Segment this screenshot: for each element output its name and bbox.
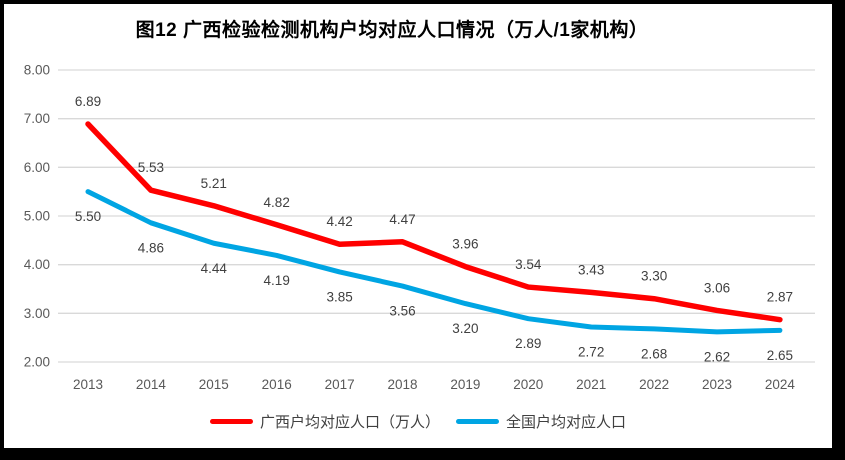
x-axis-tick-label: 2023 bbox=[702, 377, 732, 392]
data-label: 2.87 bbox=[767, 290, 793, 305]
data-label: 2.89 bbox=[515, 336, 541, 351]
x-axis-tick-label: 2024 bbox=[765, 377, 796, 392]
legend-label-guangxi: 广西户均对应人口（万人） bbox=[259, 414, 440, 431]
x-axis-tick-label: 2022 bbox=[639, 377, 669, 392]
series-line-1 bbox=[85, 189, 783, 335]
data-label: 3.85 bbox=[326, 289, 352, 304]
line-chart: 8.00 7.00 6.00 5.00 4.00 3.00 2.00 2013 2014 2015… bbox=[24, 63, 815, 392]
y-axis-tick-label: 2.00 bbox=[24, 355, 50, 370]
series-line-0 bbox=[85, 121, 783, 323]
x-axis-tick-label: 2017 bbox=[325, 377, 355, 392]
data-label: 5.53 bbox=[138, 160, 164, 175]
data-label: 3.06 bbox=[704, 280, 730, 295]
y-axis-tick-label: 4.00 bbox=[24, 257, 50, 272]
legend-swatch-national bbox=[456, 419, 499, 424]
x-axis-tick-label: 2014 bbox=[136, 377, 167, 392]
data-label: 4.44 bbox=[201, 261, 228, 276]
chart-legend: 广西户均对应人口（万人） 全国户均对应人口 bbox=[4, 411, 832, 432]
data-label: 3.20 bbox=[452, 321, 478, 336]
y-axis-tick-label: 8.00 bbox=[24, 63, 50, 78]
data-label: 4.82 bbox=[264, 195, 290, 210]
data-label: 2.72 bbox=[578, 344, 604, 359]
legend-label-national: 全国户均对应人口 bbox=[506, 414, 627, 431]
y-axis-tick-label: 5.00 bbox=[24, 209, 50, 224]
data-label: 5.21 bbox=[201, 176, 227, 191]
y-axis-tick-label: 3.00 bbox=[24, 306, 50, 321]
chart-title: 图12 广西检验检测机构户均对应人口情况（万人/1家机构） bbox=[135, 20, 649, 41]
y-axis-tick-label: 6.00 bbox=[24, 160, 50, 175]
data-label: 3.30 bbox=[641, 269, 667, 284]
data-label: 3.43 bbox=[578, 262, 604, 277]
legend-item-national: 全国户均对应人口 bbox=[456, 411, 626, 432]
data-label: 4.19 bbox=[264, 273, 290, 288]
x-axis-tick-label: 2016 bbox=[262, 377, 292, 392]
y-axis-tick-label: 7.00 bbox=[24, 111, 50, 126]
x-axis-tick-label: 2013 bbox=[73, 377, 103, 392]
legend-item-guangxi: 广西户均对应人口（万人） bbox=[209, 411, 440, 432]
x-axis-tick-label: 2018 bbox=[387, 377, 417, 392]
data-label: 2.65 bbox=[767, 348, 793, 363]
data-label: 4.42 bbox=[326, 214, 352, 229]
legend-swatch-guangxi bbox=[209, 419, 253, 424]
data-label: 2.68 bbox=[641, 346, 667, 361]
data-label: 3.56 bbox=[389, 304, 415, 319]
x-axis-tick-label: 2019 bbox=[450, 377, 480, 392]
data-label: 3.54 bbox=[515, 257, 542, 272]
x-axis-tick-label: 2015 bbox=[199, 377, 229, 392]
data-label: 3.96 bbox=[452, 237, 478, 252]
data-label: 6.89 bbox=[75, 94, 101, 109]
x-axis-tick-label: 2020 bbox=[513, 377, 543, 392]
data-label: 4.86 bbox=[138, 240, 164, 255]
data-label: 4.47 bbox=[389, 212, 415, 227]
x-axis-tick-label: 2021 bbox=[576, 377, 606, 392]
data-label: 5.50 bbox=[75, 209, 101, 224]
data-label: 2.62 bbox=[704, 349, 730, 364]
